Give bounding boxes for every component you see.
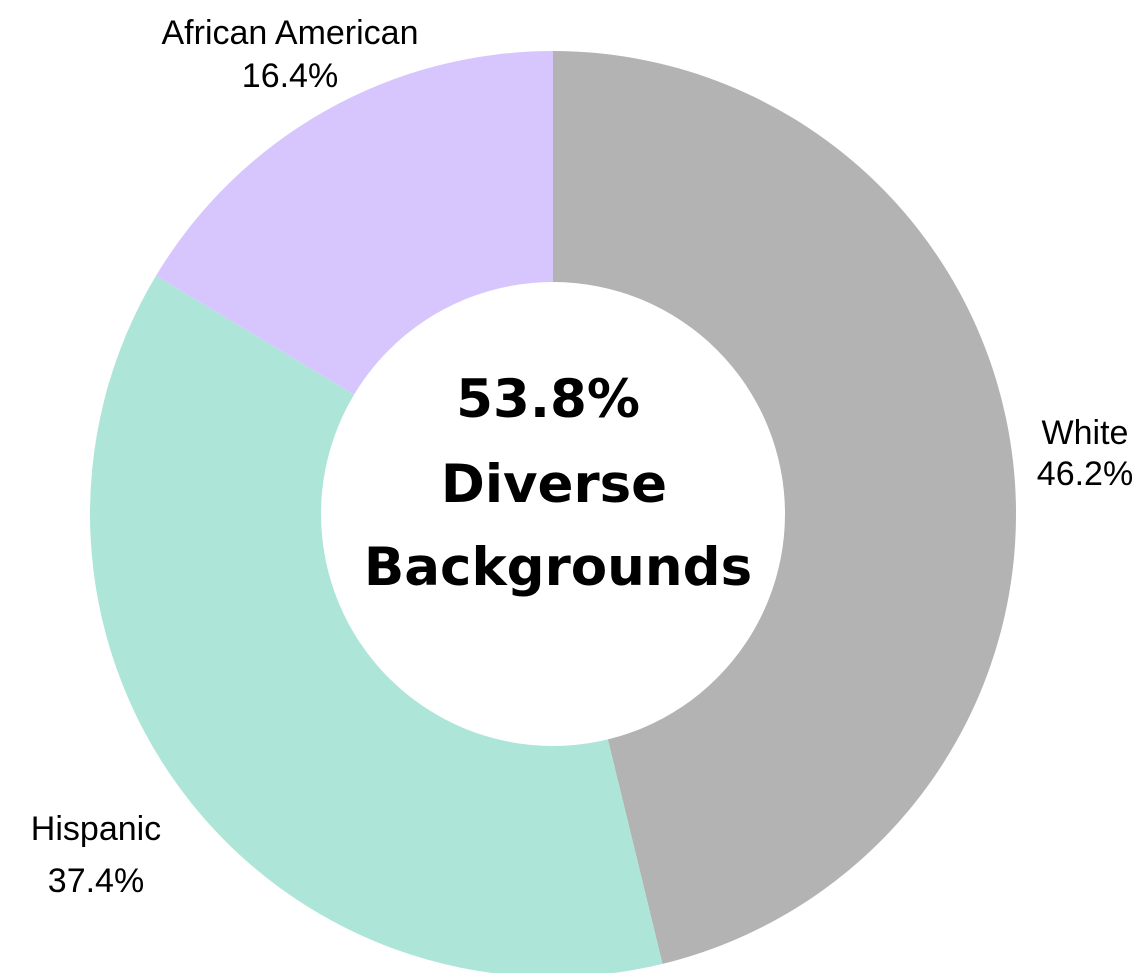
- center-label-line2: Diverse: [441, 454, 667, 515]
- donut-center-hole: [321, 282, 785, 746]
- slice-label-hispanic: Hispanic: [31, 810, 161, 848]
- slice-label-african-american: African American: [162, 14, 419, 52]
- center-label-percent: 53.8%: [456, 369, 640, 430]
- center-label-line3: Backgrounds: [364, 537, 752, 598]
- center-label: 53.8% Diverse Backgrounds: [364, 369, 752, 598]
- slice-value-hispanic: 37.4%: [48, 862, 144, 900]
- slice-label-white: White: [1042, 414, 1129, 452]
- slice-value-african-american: 16.4%: [242, 57, 338, 95]
- slice-value-white: 46.2%: [1037, 455, 1133, 493]
